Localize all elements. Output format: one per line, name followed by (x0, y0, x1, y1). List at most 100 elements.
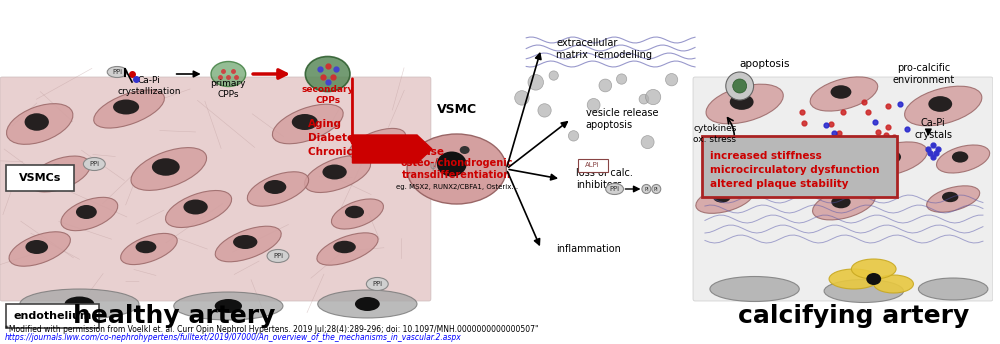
Ellipse shape (905, 86, 982, 126)
Ellipse shape (45, 164, 68, 180)
Circle shape (641, 136, 654, 149)
Ellipse shape (918, 278, 988, 300)
Text: loss of calc.
inhibitors: loss of calc. inhibitors (576, 168, 633, 190)
Text: PPi: PPi (89, 161, 99, 167)
Ellipse shape (152, 158, 180, 176)
Ellipse shape (131, 148, 207, 190)
Text: Pi: Pi (654, 186, 659, 192)
Ellipse shape (460, 146, 470, 154)
Ellipse shape (215, 299, 242, 313)
Ellipse shape (264, 180, 286, 194)
Ellipse shape (407, 134, 506, 204)
Ellipse shape (7, 104, 73, 144)
Ellipse shape (730, 94, 754, 110)
Ellipse shape (166, 191, 232, 227)
Ellipse shape (247, 172, 309, 206)
Ellipse shape (331, 199, 383, 229)
Ellipse shape (364, 136, 385, 148)
Ellipse shape (267, 249, 289, 262)
Ellipse shape (824, 279, 904, 302)
Ellipse shape (831, 196, 851, 208)
Ellipse shape (76, 205, 97, 219)
Ellipse shape (61, 197, 118, 231)
Text: Chronic kidney disease: Chronic kidney disease (308, 147, 444, 157)
Ellipse shape (928, 96, 952, 112)
Text: eg. MSX2, RUNX2/CBFA1, Osterix...: eg. MSX2, RUNX2/CBFA1, Osterix... (396, 184, 518, 190)
Text: secondary
CPPs: secondary CPPs (301, 85, 354, 105)
Ellipse shape (136, 241, 156, 253)
Ellipse shape (272, 104, 343, 144)
Text: Ca-Pi
crystallization: Ca-Pi crystallization (117, 76, 181, 96)
Ellipse shape (706, 84, 783, 124)
Text: endothelium: endothelium (13, 311, 92, 321)
Text: VSMC: VSMC (437, 103, 477, 116)
Ellipse shape (233, 235, 257, 249)
Ellipse shape (743, 138, 806, 170)
Circle shape (639, 94, 649, 104)
Circle shape (528, 75, 543, 90)
Text: osteo-/chondrogenic
transdifferentiation: osteo-/chondrogenic transdifferentiation (400, 158, 513, 180)
FancyBboxPatch shape (693, 77, 993, 301)
FancyBboxPatch shape (578, 159, 608, 172)
Circle shape (616, 74, 627, 84)
Ellipse shape (183, 200, 208, 215)
Ellipse shape (349, 128, 406, 160)
Ellipse shape (813, 188, 875, 220)
Circle shape (646, 89, 661, 105)
Ellipse shape (333, 241, 356, 253)
FancyArrow shape (352, 135, 432, 163)
Ellipse shape (305, 155, 371, 193)
Ellipse shape (866, 273, 881, 285)
Ellipse shape (211, 62, 246, 86)
Ellipse shape (215, 226, 281, 262)
Ellipse shape (696, 185, 754, 213)
Ellipse shape (121, 233, 177, 265)
Ellipse shape (322, 164, 347, 180)
Ellipse shape (829, 269, 879, 289)
Ellipse shape (345, 206, 364, 218)
Circle shape (726, 72, 754, 100)
Ellipse shape (107, 66, 127, 77)
Text: PPi: PPi (273, 253, 283, 259)
Ellipse shape (810, 77, 878, 111)
Ellipse shape (927, 186, 980, 212)
Ellipse shape (94, 90, 164, 128)
Ellipse shape (355, 297, 380, 311)
Ellipse shape (9, 232, 70, 266)
Text: increased stiffness
microcirculatory dysfunction
altered plaque stability: increased stiffness microcirculatory dys… (710, 151, 879, 189)
Ellipse shape (762, 146, 781, 158)
FancyBboxPatch shape (702, 136, 897, 197)
Ellipse shape (65, 297, 94, 312)
Ellipse shape (642, 184, 651, 194)
Text: calcifying artery: calcifying artery (738, 304, 969, 328)
Ellipse shape (652, 184, 661, 194)
Ellipse shape (952, 151, 968, 163)
Text: ALPi: ALPi (585, 162, 600, 168)
Text: extracellular
matrix  remodelling: extracellular matrix remodelling (556, 38, 652, 60)
Text: VSMCs: VSMCs (19, 173, 61, 183)
Text: *Modified with permission from Voelkl et. al. Curr Opin Nephrol Hypertens. 2019 : *Modified with permission from Voelkl et… (5, 325, 538, 334)
Ellipse shape (174, 292, 283, 320)
Text: PPi: PPi (372, 281, 382, 287)
Text: Pi: Pi (644, 186, 649, 192)
Ellipse shape (874, 275, 913, 293)
Text: https://journals.lww.com/co-nephrohypertens/fulltext/2019/07000/An_overview_of_t: https://journals.lww.com/co-nephrohypert… (5, 333, 462, 342)
Ellipse shape (851, 259, 896, 279)
Ellipse shape (437, 151, 467, 176)
Text: pro-calcific
environment: pro-calcific environment (892, 63, 954, 85)
Ellipse shape (317, 233, 378, 265)
Text: inflammation: inflammation (556, 244, 621, 254)
Text: ψ: ψ (430, 161, 436, 171)
Ellipse shape (860, 142, 927, 176)
Text: primary
CPPs: primary CPPs (211, 79, 246, 99)
Ellipse shape (831, 85, 851, 99)
Ellipse shape (937, 145, 990, 173)
Ellipse shape (25, 240, 48, 254)
Text: vesicle release
apoptosis: vesicle release apoptosis (586, 108, 658, 130)
Ellipse shape (710, 277, 799, 301)
Circle shape (665, 74, 678, 86)
Ellipse shape (292, 114, 318, 130)
Ellipse shape (113, 99, 139, 115)
FancyBboxPatch shape (6, 165, 74, 191)
Circle shape (733, 79, 747, 93)
